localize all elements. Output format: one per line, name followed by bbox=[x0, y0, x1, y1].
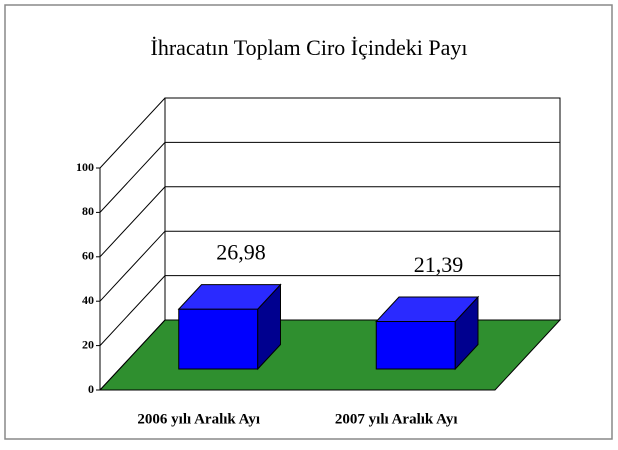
bar bbox=[375, 295, 480, 371]
value-label: 26,98 bbox=[216, 240, 266, 265]
bar-front bbox=[178, 308, 259, 370]
floor bbox=[98, 319, 562, 391]
value-label: 21,39 bbox=[414, 252, 464, 277]
y-tick-label: 40 bbox=[82, 293, 94, 307]
x-tick-label: 2007 yılı Aralık Ayı bbox=[335, 411, 458, 427]
bar bbox=[177, 283, 282, 371]
chart-title: İhracatın Toplam Ciro İçindeki Payı bbox=[151, 35, 468, 60]
grid-line bbox=[99, 275, 560, 346]
grid-line bbox=[99, 141, 560, 213]
y-tick-label: 20 bbox=[82, 337, 94, 351]
y-tick-label: 60 bbox=[82, 249, 94, 263]
y-tick-label: 80 bbox=[82, 204, 94, 218]
bar-front bbox=[375, 321, 456, 370]
x-tick-label: 2006 yılı Aralık Ayı bbox=[137, 411, 260, 427]
y-tick-label: 100 bbox=[76, 160, 94, 174]
y-tick-label: 0 bbox=[88, 382, 94, 396]
bar-top bbox=[177, 284, 282, 310]
grid-line bbox=[99, 97, 560, 169]
bar-top bbox=[375, 296, 480, 323]
grid-line bbox=[99, 230, 560, 302]
grid-line bbox=[99, 186, 560, 258]
